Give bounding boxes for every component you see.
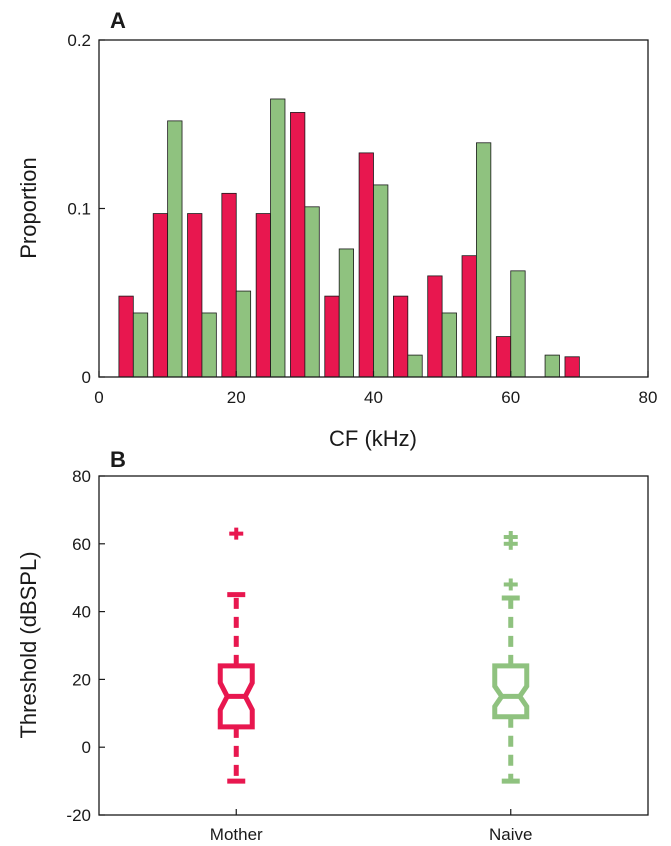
histogram-bar [118,295,134,378]
histogram-bar [338,248,354,378]
histogram-bar [564,356,580,378]
x-ticks-a: 0 20 40 60 80 [94,371,657,407]
box-naive [492,531,530,784]
histogram-bar [373,184,389,378]
histogram-bar [187,213,203,378]
y-tick-label: 20 [72,670,91,689]
y-tick-label: -20 [66,806,91,825]
plot-frame-b [98,475,649,816]
histogram-bar [476,142,492,378]
histogram-bars [118,98,580,378]
histogram-bar [290,112,306,378]
y-tick-label: 0 [82,368,91,387]
histogram-bar [544,354,560,378]
histogram-bar [152,213,169,378]
y-axis-title-a: Proportion [16,157,41,259]
notched-box [217,663,255,730]
histogram-panel: A 0 20 40 60 80 0 0.1 0.2 CF (kHz) Proportion [16,8,657,451]
histogram-bar [393,295,409,378]
histogram-bar [167,120,183,378]
histogram-bar [235,290,252,378]
y-tick-label: 60 [72,535,91,554]
histogram-bar [461,255,477,378]
category-label: Naive [489,825,532,844]
boxplot-panel: B -20 0 20 40 60 80 Mother Naive Threshold (dB… [16,447,649,844]
category-label: Mother [210,825,263,844]
x-tick-label: 20 [227,388,246,407]
outlier-marker [503,578,518,591]
x-tick-label: 80 [639,388,658,407]
y-tick-label: 40 [72,603,91,622]
x-axis-title-a: CF (kHz) [329,426,417,451]
y-tick-label: 80 [72,467,91,486]
histogram-bar [358,152,374,378]
histogram-bar [441,312,457,378]
histogram-bar [255,213,271,378]
histogram-bar [221,192,237,378]
histogram-bar [201,312,217,378]
outlier-marker [229,527,244,540]
histogram-bar [510,270,526,378]
panel-label-a: A [110,8,126,33]
y-axis-title-b: Threshold (dBSPL) [16,551,41,738]
y-tick-label: 0.2 [67,31,91,50]
box-mother [217,527,255,784]
y-tick-label: 0.1 [67,200,91,219]
boxes [217,527,530,784]
histogram-bar [132,312,149,378]
histogram-bar [270,98,286,378]
category-ticks-b: Mother Naive [210,809,532,844]
x-tick-label: 40 [364,388,383,407]
histogram-bar [427,275,443,378]
histogram-bar [324,295,340,378]
y-ticks-b: -20 0 20 40 60 80 [66,467,105,825]
y-tick-label: 0 [82,738,91,757]
x-tick-label: 0 [94,388,103,407]
panel-label-b: B [110,447,126,472]
notched-box [492,663,530,720]
outlier-marker [503,531,518,544]
histogram-bar [495,336,512,378]
histogram-bar [407,354,423,378]
histogram-bar [304,206,320,378]
y-ticks-a: 0 0.1 0.2 [67,31,105,387]
x-tick-label: 60 [501,388,520,407]
